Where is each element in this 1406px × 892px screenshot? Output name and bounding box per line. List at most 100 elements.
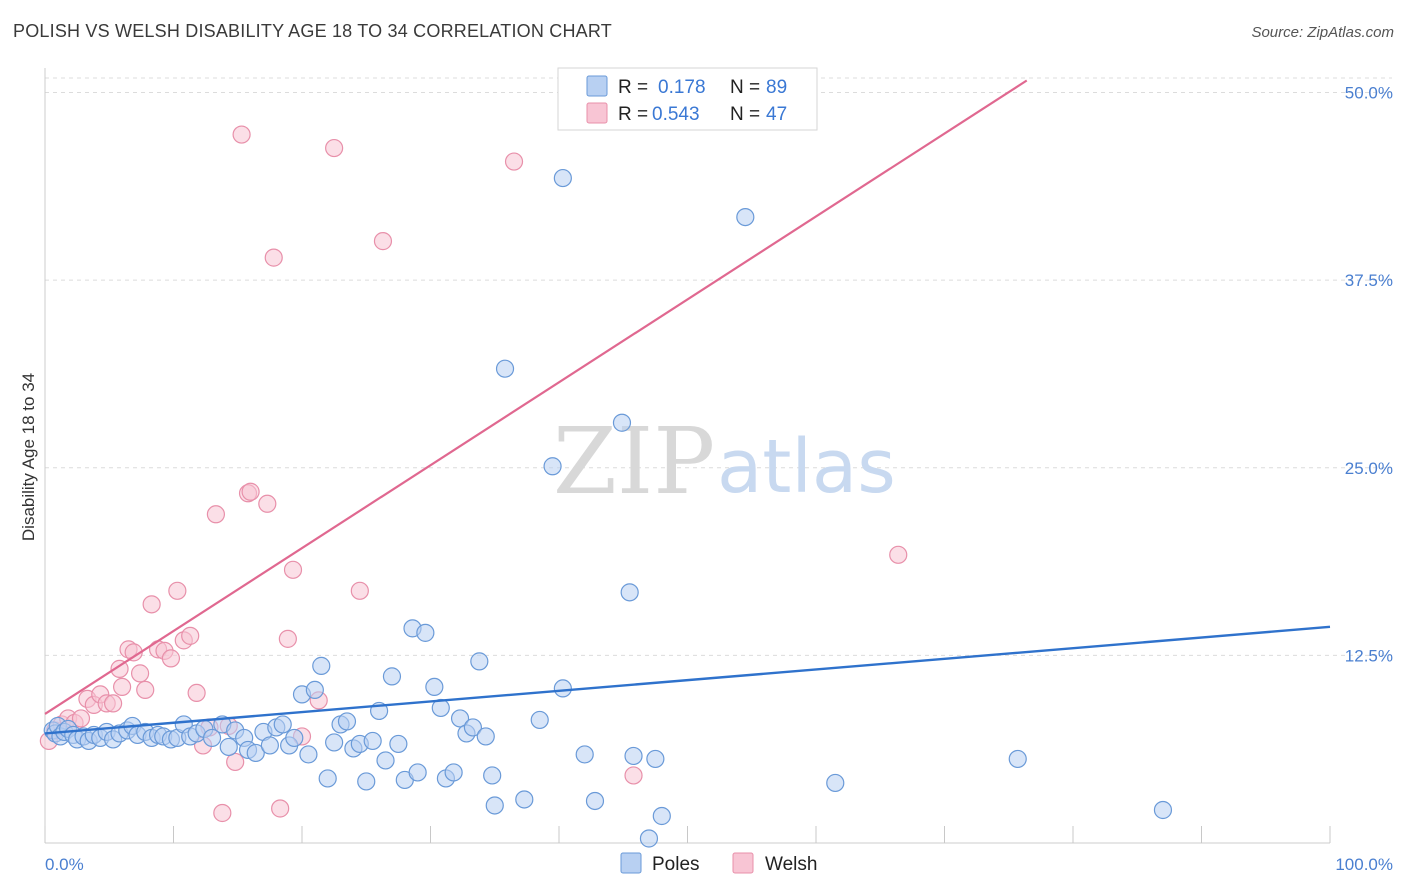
x-tick-label-1: 100.0% — [1335, 855, 1393, 874]
poles-point-70 — [483, 766, 502, 785]
poles-point-54 — [376, 751, 395, 770]
welsh-point-36 — [271, 799, 290, 818]
bottom-legend-welsh-swatch — [732, 852, 754, 874]
legend-poles-swatch — [586, 75, 608, 97]
bottom-legend-welsh-label: Welsh — [765, 854, 817, 875]
welsh-point-30 — [226, 752, 245, 772]
legend-welsh-r-value: 0.543 — [652, 104, 700, 125]
poles-point-30 — [219, 737, 238, 757]
poles-point-61 — [425, 677, 444, 696]
welsh-point-35 — [264, 248, 283, 267]
y-tick-label-3: 50.0% — [1345, 84, 1393, 103]
welsh-point-10 — [104, 694, 123, 713]
legend-poles-r-value: 0.178 — [658, 77, 706, 98]
watermark: ZIP atlas — [553, 408, 896, 515]
poles-point-78 — [575, 745, 594, 764]
chart-title: POLISH VS WELSH DISABILITY AGE 18 TO 34 … — [13, 21, 612, 41]
legend-poles-r-label: R = — [618, 77, 648, 98]
gridlines — [45, 77, 1392, 656]
poles-point-42 — [299, 745, 318, 764]
x-tick-labels: 0.0% 100.0% — [45, 855, 1393, 874]
trend-lines — [44, 79, 1331, 735]
series-legend: Poles Welsh — [620, 852, 817, 875]
bottom-legend-poles-swatch — [620, 852, 642, 874]
poles-point-59 — [408, 763, 427, 782]
y-tick-label-2: 37.5% — [1345, 271, 1393, 290]
welsh-point-23 — [181, 626, 200, 645]
source-credit: Source: ZipAtlas.com — [1251, 24, 1394, 41]
poles-point-77 — [553, 168, 572, 188]
poles-point-64 — [444, 763, 463, 782]
poles-point-85 — [652, 806, 671, 826]
poles-point-48 — [337, 712, 357, 731]
poles-point-84 — [646, 749, 665, 769]
poles-point-76 — [553, 679, 572, 698]
poles-point-69 — [476, 727, 495, 746]
welsh-point-28 — [213, 803, 232, 823]
welsh-point-45 — [624, 766, 643, 785]
welsh-point-41 — [325, 138, 344, 158]
welsh-point-17 — [142, 595, 161, 614]
legend-poles-n-value: 89 — [766, 77, 787, 98]
poles-point-44 — [312, 656, 331, 675]
poles-point-34 — [246, 743, 265, 763]
poles-point-72 — [495, 359, 515, 378]
welsh-point-44 — [504, 152, 524, 171]
legend-welsh-n-label: N = — [730, 104, 760, 125]
poles-points — [43, 168, 1173, 848]
y-tick-label-0: 12.5% — [1345, 646, 1393, 665]
poles-point-68 — [470, 652, 489, 671]
welsh-trend-line — [44, 79, 1028, 715]
poles-point-67 — [463, 718, 483, 737]
welsh-point-24 — [187, 683, 206, 703]
legend-welsh-r-label: R = — [618, 104, 648, 125]
poles-point-60 — [416, 623, 435, 642]
poles-point-82 — [624, 746, 643, 766]
welsh-point-12 — [112, 677, 132, 696]
poles-point-74 — [530, 710, 549, 730]
y-tick-label-1: 25.0% — [1345, 459, 1393, 478]
poles-trend-line — [44, 625, 1331, 735]
welsh-point-42 — [350, 581, 369, 600]
poles-point-28 — [202, 728, 222, 748]
poles-point-56 — [389, 734, 408, 754]
poles-point-87 — [826, 773, 845, 793]
poles-point-86 — [736, 207, 755, 227]
poles-point-40 — [285, 728, 304, 748]
welsh-point-37 — [278, 629, 297, 648]
poles-point-80 — [612, 413, 632, 432]
welsh-point-20 — [161, 649, 181, 668]
poles-point-73 — [515, 790, 534, 809]
welsh-point-16 — [136, 680, 155, 700]
poles-point-46 — [325, 733, 344, 752]
poles-point-52 — [363, 731, 382, 751]
poles-point-75 — [543, 457, 562, 476]
poles-point-55 — [382, 667, 402, 686]
poles-point-43 — [305, 680, 324, 700]
welsh-point-38 — [283, 560, 303, 579]
legend-welsh-n-value: 47 — [766, 104, 787, 125]
welsh-point-33 — [241, 482, 260, 501]
bottom-legend-poles-label: Poles — [652, 854, 700, 875]
poles-point-89 — [1153, 800, 1173, 820]
welsh-point-46 — [889, 545, 908, 564]
poles-point-88 — [1008, 749, 1027, 769]
welsh-point-34 — [258, 494, 277, 513]
y-axis-title: Disability Age 18 to 34 — [19, 373, 38, 541]
welsh-point-5 — [71, 709, 91, 728]
poles-point-65 — [450, 709, 470, 728]
poles-point-45 — [318, 769, 337, 788]
legend-welsh-swatch — [586, 102, 608, 124]
welsh-point-31 — [232, 125, 251, 144]
correlation-legend: R = 0.178 N = 89 R = 0.543 N = 47 — [557, 67, 818, 131]
poles-point-51 — [357, 772, 376, 791]
poles-point-36 — [260, 736, 279, 755]
welsh-point-21 — [168, 581, 187, 600]
welsh-point-15 — [130, 664, 150, 683]
watermark-atlas: atlas — [717, 424, 896, 510]
poles-point-71 — [485, 796, 504, 815]
welsh-point-27 — [206, 505, 226, 524]
poles-point-81 — [620, 583, 639, 602]
poles-point-38 — [273, 715, 292, 734]
welsh-point-11 — [110, 659, 129, 678]
